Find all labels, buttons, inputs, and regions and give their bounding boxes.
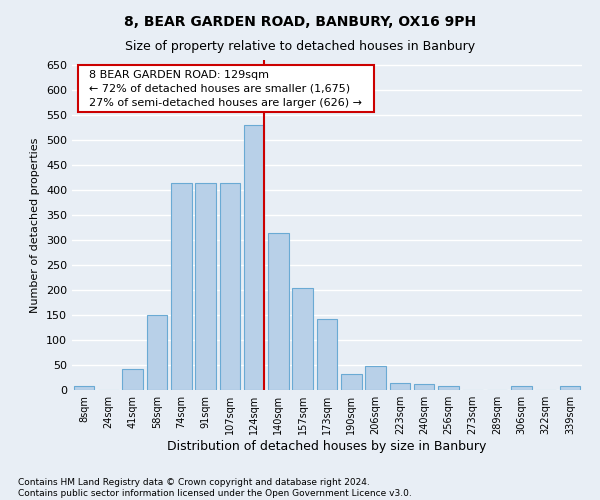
Y-axis label: Number of detached properties: Number of detached properties bbox=[31, 138, 40, 312]
Bar bbox=[560, 386, 580, 390]
Bar bbox=[74, 386, 94, 390]
Bar bbox=[341, 374, 362, 390]
Text: Contains HM Land Registry data © Crown copyright and database right 2024.
Contai: Contains HM Land Registry data © Crown c… bbox=[18, 478, 412, 498]
Bar bbox=[414, 384, 434, 390]
Bar bbox=[146, 315, 167, 390]
Bar bbox=[195, 182, 216, 390]
Bar bbox=[268, 232, 289, 390]
X-axis label: Distribution of detached houses by size in Banbury: Distribution of detached houses by size … bbox=[167, 440, 487, 453]
Text: Size of property relative to detached houses in Banbury: Size of property relative to detached ho… bbox=[125, 40, 475, 53]
Bar bbox=[438, 386, 459, 390]
Bar bbox=[389, 382, 410, 390]
Bar bbox=[244, 125, 265, 390]
Text: 8, BEAR GARDEN ROAD, BANBURY, OX16 9PH: 8, BEAR GARDEN ROAD, BANBURY, OX16 9PH bbox=[124, 15, 476, 29]
Bar bbox=[292, 288, 313, 390]
Bar bbox=[122, 369, 143, 390]
Bar bbox=[171, 182, 191, 390]
Bar bbox=[317, 318, 337, 390]
Text: 8 BEAR GARDEN ROAD: 129sqm  
  ← 72% of detached houses are smaller (1,675)  
  : 8 BEAR GARDEN ROAD: 129sqm ← 72% of deta… bbox=[82, 70, 369, 108]
Bar bbox=[220, 182, 240, 390]
Bar bbox=[511, 386, 532, 390]
Bar bbox=[365, 366, 386, 390]
